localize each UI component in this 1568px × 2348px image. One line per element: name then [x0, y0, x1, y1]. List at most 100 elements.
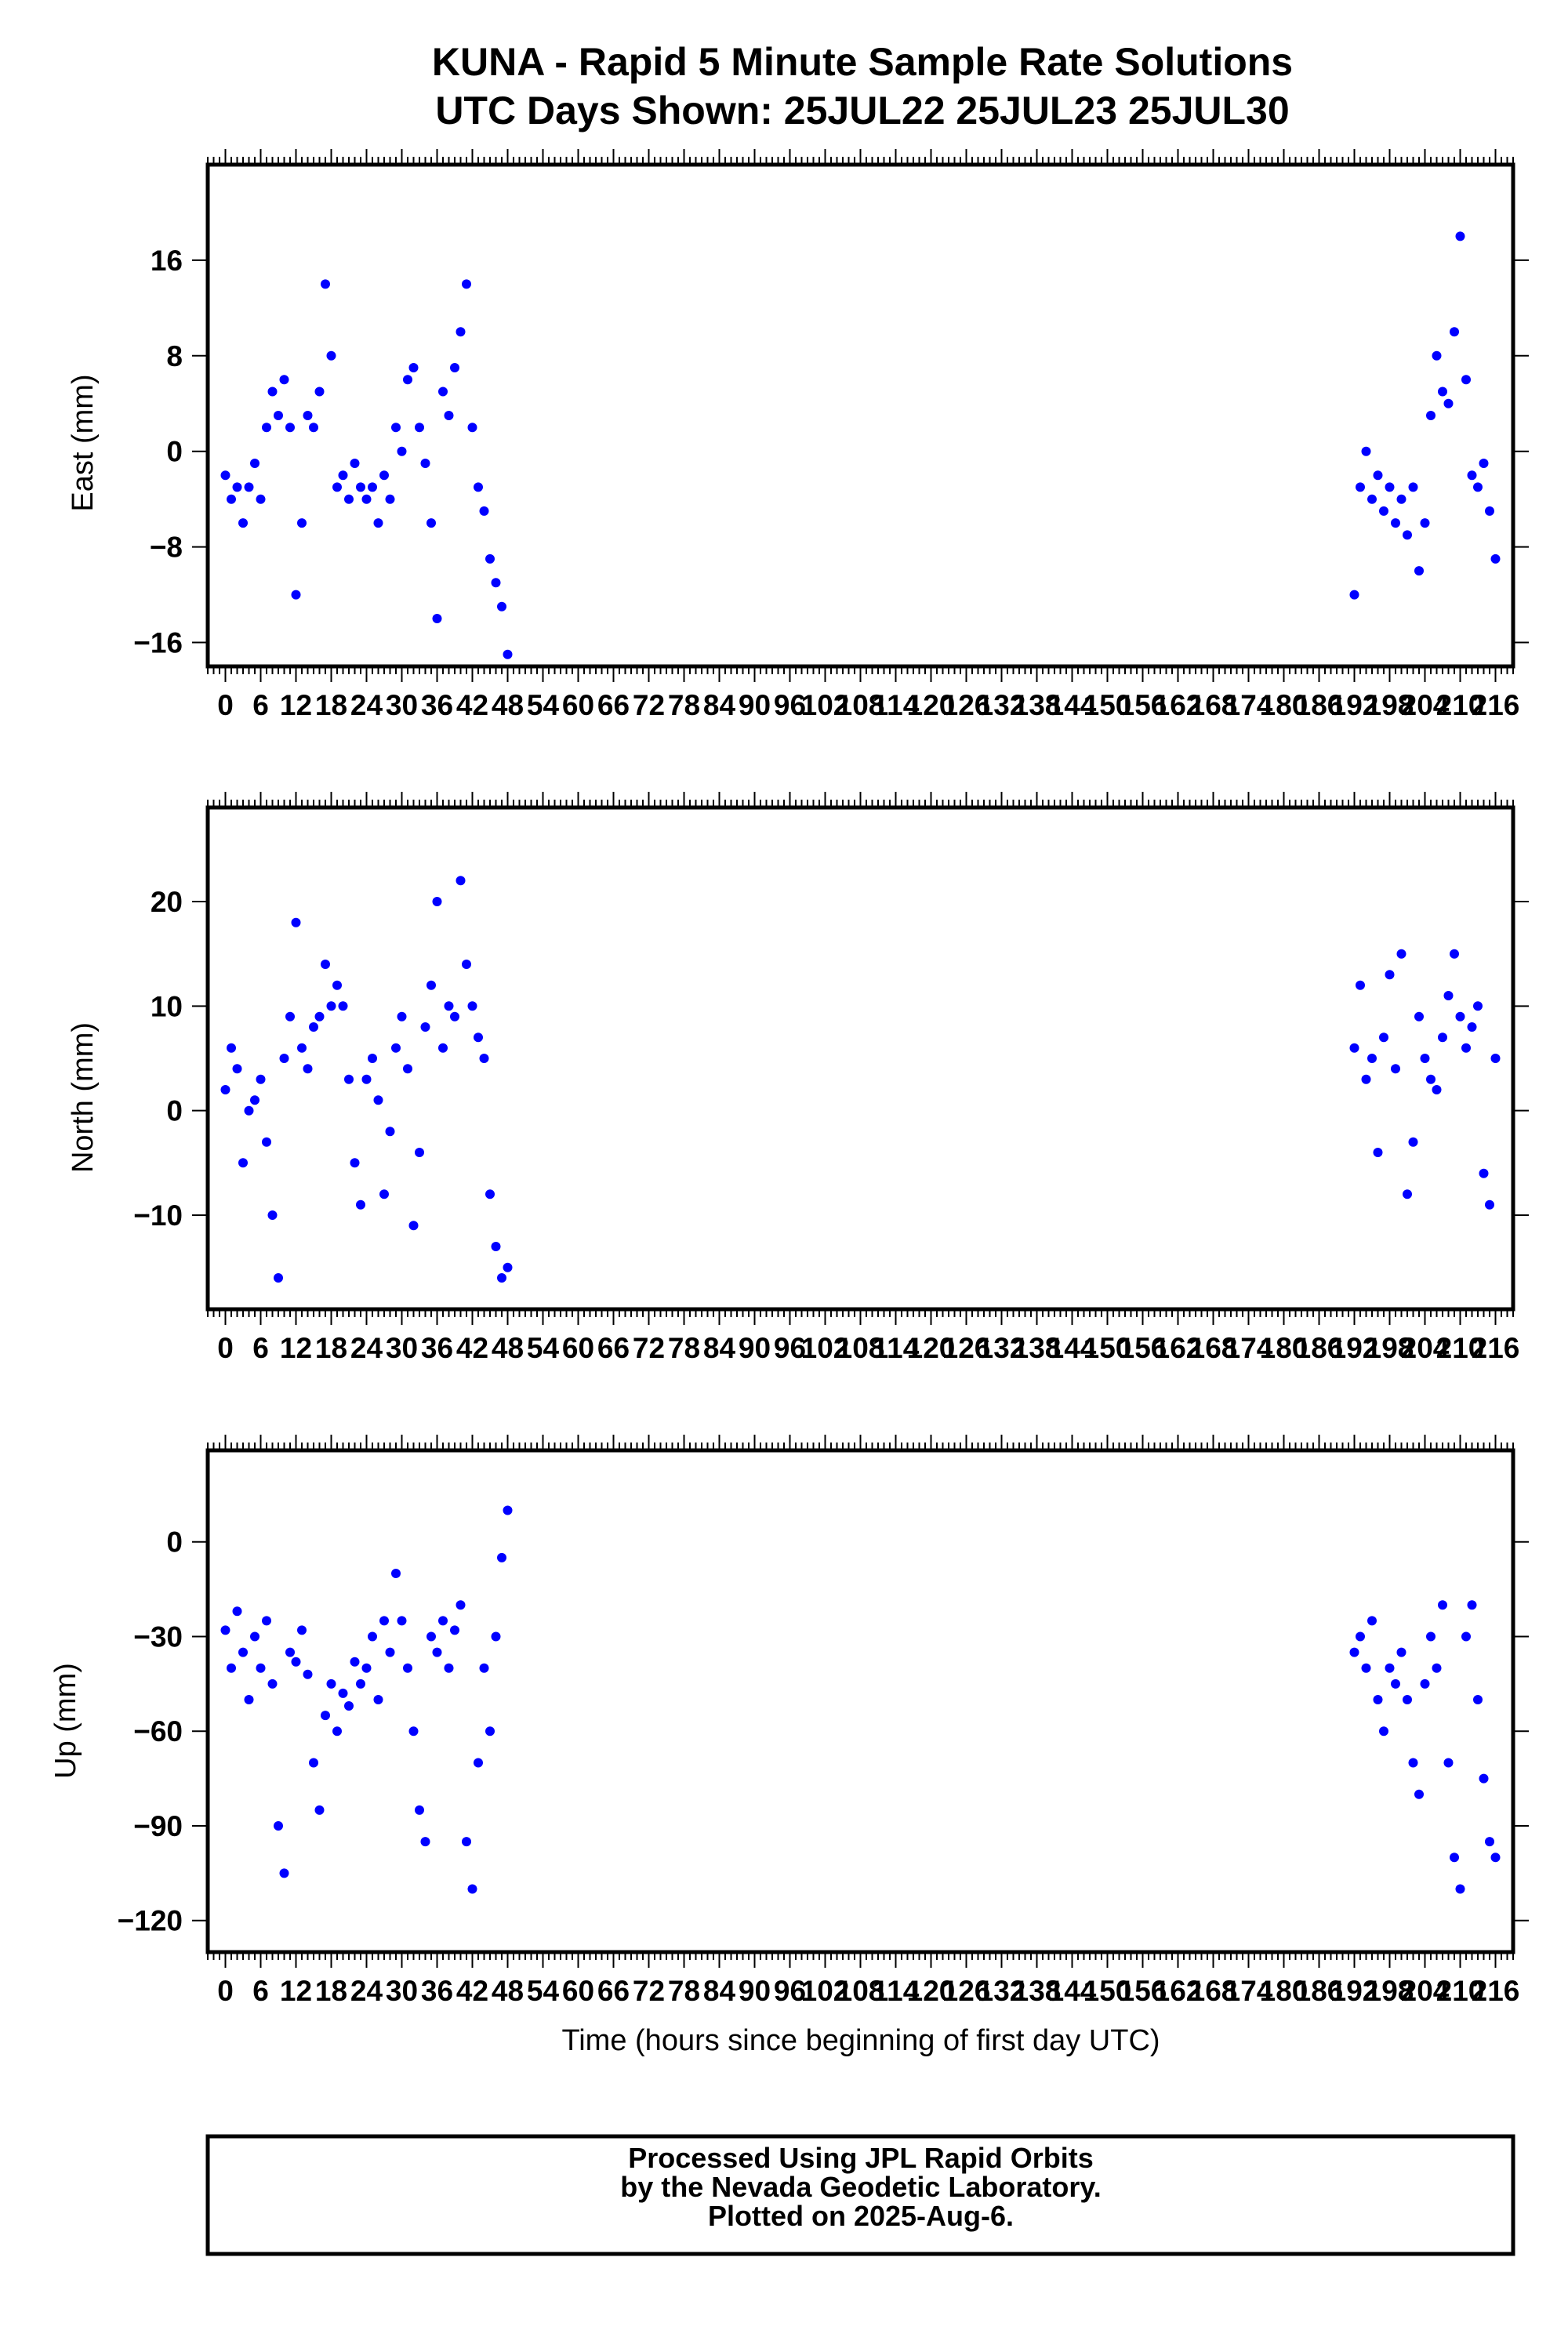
data-point-north: [385, 1127, 395, 1137]
data-point-north: [1443, 991, 1454, 1000]
data-point-east: [303, 411, 313, 420]
data-point-up: [326, 1678, 336, 1689]
data-point-north: [244, 1105, 254, 1116]
data-point-north: [432, 897, 442, 906]
data-point-north: [397, 1011, 407, 1022]
x-tick-label-north: 120: [907, 1332, 956, 1364]
x-tick-label-up: 126: [942, 1975, 991, 2007]
data-point-north: [1490, 1054, 1501, 1063]
data-point-east: [1361, 446, 1371, 456]
ylabel-north: North (mm): [67, 1022, 100, 1173]
x-tick-label-up: 210: [1436, 1975, 1485, 2007]
data-point-up: [1473, 1695, 1483, 1704]
data-point-up: [408, 1726, 419, 1737]
data-point-north: [420, 1022, 430, 1032]
data-point-up: [491, 1631, 501, 1642]
data-point-north: [332, 980, 342, 990]
x-tick-label-north: 72: [633, 1332, 665, 1364]
data-point-up: [361, 1663, 372, 1673]
x-tick-label-east: 114: [873, 689, 920, 721]
data-point-north: [450, 1011, 459, 1022]
data-point-east: [415, 423, 424, 433]
data-point-east: [456, 327, 466, 337]
x-tick-label-north: 24: [350, 1332, 383, 1364]
x-tick-label-north: 138: [1013, 1332, 1062, 1364]
data-point-up: [456, 1600, 466, 1610]
x-tick-label-up: 174: [1225, 1975, 1273, 2007]
data-point-east: [1490, 553, 1501, 564]
data-point-north: [326, 1001, 336, 1011]
x-tick-label-up: 144: [1048, 1975, 1097, 2007]
x-tick-label-east: 162: [1154, 689, 1203, 721]
x-tick-label-up: 78: [668, 1975, 700, 2007]
x-tick-label-up: 198: [1366, 1975, 1414, 2007]
data-point-north: [338, 1001, 348, 1011]
data-point-north: [474, 1032, 483, 1043]
data-point-north: [415, 1148, 424, 1157]
data-point-east: [1450, 327, 1459, 337]
x-tick-label-east: 168: [1189, 689, 1238, 721]
data-point-north: [444, 1001, 454, 1011]
data-point-up: [1432, 1663, 1442, 1673]
data-point-north: [1356, 980, 1365, 990]
data-point-north: [1373, 1148, 1383, 1157]
x-tick-label-east: 48: [492, 689, 524, 721]
data-point-north: [344, 1074, 354, 1084]
data-point-up: [1443, 1758, 1454, 1768]
data-point-east: [238, 518, 248, 528]
x-tick-label-east: 174: [1225, 689, 1273, 721]
data-point-north: [314, 1011, 325, 1022]
data-point-north: [1485, 1199, 1494, 1210]
x-tick-label-up: 168: [1189, 1975, 1238, 2007]
data-point-east: [397, 446, 407, 456]
data-point-north: [285, 1011, 295, 1022]
x-tick-label-north: 84: [703, 1332, 736, 1364]
x-tick-label-north: 66: [597, 1332, 630, 1364]
x-tick-label-north: 30: [386, 1332, 418, 1364]
data-point-east: [1403, 530, 1412, 540]
x-tick-label-up: 24: [350, 1975, 383, 2007]
y-tick-label-east: 16: [151, 245, 183, 277]
data-point-up: [1349, 1647, 1359, 1657]
data-point-east: [256, 494, 266, 504]
x-tick-label-north: 192: [1330, 1332, 1379, 1364]
data-point-east: [332, 482, 342, 492]
data-point-north: [1420, 1054, 1430, 1063]
x-tick-label-up: 150: [1083, 1975, 1132, 2007]
y-tick-label-north: 20: [151, 886, 183, 918]
x-tick-label-up: 72: [633, 1975, 665, 2007]
x-tick-label-east: 138: [1013, 689, 1062, 721]
x-tick-label-north: 180: [1260, 1332, 1308, 1364]
data-point-east: [1461, 375, 1471, 385]
data-point-up: [244, 1695, 254, 1704]
data-point-east: [385, 494, 395, 504]
data-point-up: [385, 1647, 395, 1657]
data-point-north: [1479, 1168, 1489, 1178]
data-point-up: [256, 1663, 266, 1673]
data-point-north: [426, 980, 436, 990]
x-tick-label-east: 18: [315, 689, 347, 721]
data-point-north: [1432, 1085, 1442, 1094]
data-point-up: [332, 1726, 342, 1737]
plot-frame-east: [205, 162, 1515, 669]
data-point-up: [415, 1805, 424, 1815]
x-tick-label-up: 30: [386, 1975, 418, 2007]
x-tick-label-north: 162: [1154, 1332, 1203, 1364]
x-tick-label-up: 0: [217, 1975, 234, 2007]
data-point-east: [1438, 386, 1447, 397]
x-tick-label-north: 96: [774, 1332, 806, 1364]
x-tick-label-east: 144: [1048, 689, 1097, 721]
data-point-up: [479, 1663, 489, 1673]
data-point-east: [444, 411, 454, 420]
x-tick-label-north: 168: [1189, 1332, 1238, 1364]
plot-frame-north: [205, 805, 1515, 1312]
x-tick-label-north: 156: [1119, 1332, 1167, 1364]
data-point-north: [321, 960, 330, 969]
data-point-east: [279, 375, 289, 385]
data-point-up: [1438, 1600, 1447, 1610]
x-tick-label-north: 198: [1366, 1332, 1414, 1364]
data-point-east: [338, 470, 348, 481]
x-tick-label-up: 192: [1330, 1975, 1379, 2007]
x-tick-label-north: 144: [1048, 1332, 1097, 1364]
